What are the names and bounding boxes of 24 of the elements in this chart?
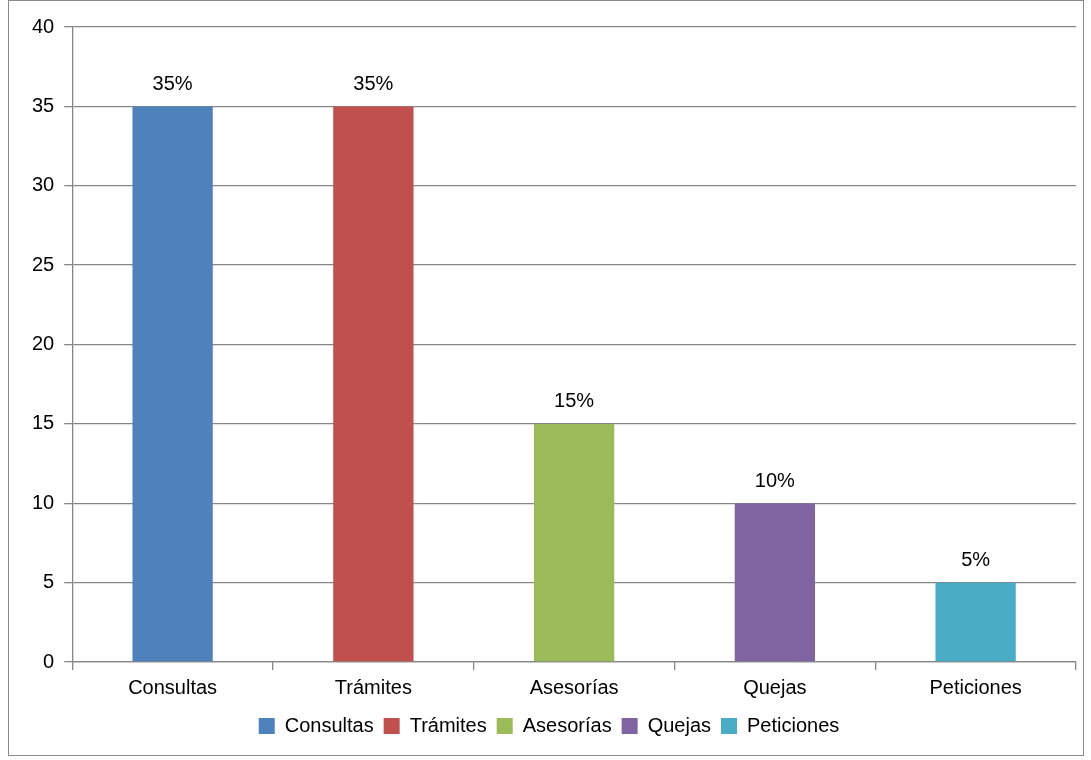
y-tick-label: 25	[32, 252, 55, 275]
data-label: 35%	[152, 71, 193, 94]
legend-label: Consultas	[284, 713, 374, 736]
legend-label: Peticiones	[747, 713, 840, 736]
y-tick-label: 10	[32, 490, 55, 513]
legend-label: Asesorías	[522, 713, 612, 736]
y-tick-label: 5	[43, 570, 55, 593]
x-tick-label: Peticiones	[929, 675, 1022, 698]
x-tick-label: Consultas	[128, 675, 218, 698]
data-label: 35%	[353, 71, 394, 94]
x-tick-label: Quejas	[743, 675, 807, 698]
y-tick-label: 40	[32, 14, 55, 37]
data-label: 5%	[961, 548, 991, 571]
legend-label: Quejas	[647, 713, 711, 736]
x-tick-label: Trámites	[334, 675, 412, 698]
y-tick-label: 15	[32, 411, 55, 434]
x-tick-label: Asesorías	[529, 675, 619, 698]
data-label: 10%	[754, 468, 796, 491]
y-tick-label: 0	[43, 649, 55, 672]
y-tick-label: 20	[32, 332, 55, 355]
y-tick-label: 30	[32, 173, 55, 196]
data-label: 15%	[554, 389, 595, 412]
y-tick-label: 35	[32, 93, 55, 116]
legend-label: Trámites	[409, 713, 487, 736]
